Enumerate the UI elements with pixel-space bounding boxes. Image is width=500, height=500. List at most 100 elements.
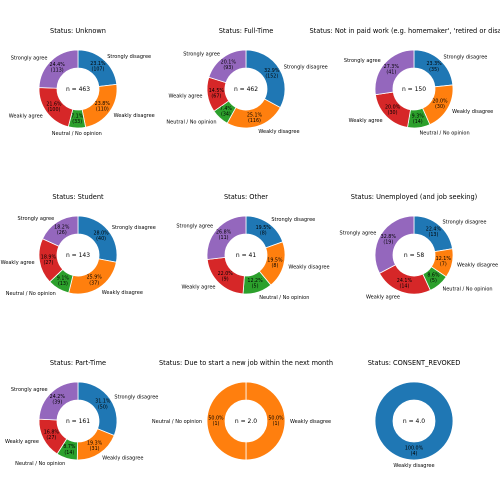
slice-value-label: 32.8% (19) <box>381 234 397 246</box>
donut-center-label: n = 150 <box>402 86 426 93</box>
slice-category-label: Weakly disagree <box>102 290 143 296</box>
slice-value-label: 22.0% (9) <box>218 271 234 283</box>
slice-value-label: 9.3% (14) <box>412 113 425 125</box>
slice-category-label: Strongly disagree <box>107 54 151 60</box>
slice-value-label: 23.8% (110) <box>95 101 111 113</box>
slice-category-label: Weakly agree <box>1 260 35 266</box>
panel-title: Status: Part-Time <box>50 359 106 367</box>
donut-slice-strongly-agree <box>374 215 415 274</box>
slice-category-label: Neutral / No opinion <box>6 291 56 297</box>
slice-value-label: 100.0% (4) <box>405 446 424 458</box>
slice-category-label: Strongly agree <box>340 230 377 236</box>
donut-center-label: n = 58 <box>404 252 424 259</box>
donut-panel-3: Status: Not in paid work (e.g. homemaker… <box>309 27 500 137</box>
panel-title: Status: Due to start a new job within th… <box>159 359 333 367</box>
slice-value-label: 16.8% (27) <box>44 429 60 441</box>
slice-category-label: Neutral / No opinion <box>442 287 492 293</box>
panel-title: Status: Unknown <box>50 27 106 35</box>
slice-value-label: 25.9% (37) <box>87 275 103 287</box>
slice-value-label: 19.5% (8) <box>267 257 283 269</box>
slice-category-label: Weakly agree <box>366 295 400 301</box>
slice-value-label: 27.3% (41) <box>384 64 400 76</box>
slice-category-label: Weakly disagree <box>288 265 329 271</box>
slice-category-label: Strongly disagree <box>284 64 328 70</box>
slice-value-label: 12.2% (5) <box>247 278 263 290</box>
panel-title: Status: Other <box>224 193 268 201</box>
donut-slice-strongly-agree <box>38 49 79 89</box>
slice-value-label: 18.2% (26) <box>54 224 70 236</box>
panel-title: Status: CONSENT_REVOKED <box>368 359 461 367</box>
donut-panel-2: Status: Full-Time 32.9% (152) Strongly disa… <box>166 27 327 135</box>
slice-value-label: 26.8% (11) <box>216 230 232 242</box>
slice-value-label: 32.9% (152) <box>264 68 280 80</box>
slice-value-label: 7.1% (33) <box>71 113 84 125</box>
panel-title: Status: Unemployed (and job seeking) <box>351 193 477 201</box>
slice-value-label: 24.1% (14) <box>397 278 413 290</box>
donut-panel-6: Status: Unemployed (and job seeking) 22.4… <box>340 193 499 301</box>
slice-category-label: Strongly disagree <box>114 394 158 400</box>
slice-value-label: 31.1% (50) <box>95 399 111 411</box>
slice-value-label: 14.5% (67) <box>209 88 225 100</box>
slice-category-label: Strongly disagree <box>112 225 156 231</box>
donut-slice-strongly-agree <box>38 381 79 421</box>
slice-value-label: 19.5% (8) <box>256 225 272 237</box>
slice-category-label: Weakly disagree <box>393 463 434 469</box>
slice-category-label: Weakly disagree <box>258 129 299 135</box>
slice-category-label: Strongly disagree <box>271 217 315 223</box>
slice-category-label: Neutral / No opinion <box>15 461 65 467</box>
slice-category-label: Weakly agree <box>182 285 216 291</box>
slice-category-label: Weakly disagree <box>114 113 155 119</box>
donut-panel-1: Status: Unknown 23.1% (107)Strongly disagr… <box>9 27 155 137</box>
donut-panel-7: Status: Part-Time 31.1% (50)Strongly disag… <box>5 359 158 467</box>
slice-value-label: 50.0% (1) <box>208 416 224 428</box>
donut-center-label: n = 463 <box>66 86 90 93</box>
slice-category-label: Strongly disagree <box>443 54 487 60</box>
donut-center-label: n = 4.0 <box>403 418 425 425</box>
slice-category-label: Neutral / No opinion <box>259 295 309 301</box>
panel-title: Status: Not in paid work (e.g. homemaker… <box>309 27 500 35</box>
slice-category-label: Weakly disagree <box>290 419 331 425</box>
slice-value-label: 23.3% (35) <box>426 61 442 73</box>
slice-category-label: Neutral / No opinion <box>420 131 470 137</box>
slice-category-label: Strongly agree <box>17 216 54 222</box>
slice-value-label: 25.1% (116) <box>247 112 263 124</box>
donut-slice-strongly-agree <box>41 215 79 247</box>
slice-value-label: 20.1% (93) <box>221 59 237 71</box>
slice-category-label: Weakly agree <box>5 439 39 445</box>
donut-slice-neutral-no-opinion <box>206 381 247 461</box>
panel-title: Status: Full-Time <box>219 27 274 35</box>
slice-value-label: 19.3% (31) <box>87 441 103 453</box>
donut-center-label: n = 161 <box>66 418 90 425</box>
panel-title: Status: Student <box>52 193 104 201</box>
donut-center-label: n = 41 <box>236 252 256 259</box>
slice-value-label: 28.0% (40) <box>93 230 109 242</box>
slice-value-label: 20.0% (30) <box>385 104 401 116</box>
donut-slice-strongly-agree <box>208 49 247 84</box>
slice-category-label: Weakly agree <box>169 94 203 100</box>
slice-category-label: Strongly disagree <box>442 219 486 225</box>
slice-value-label: 24.2% (39) <box>50 394 66 406</box>
slice-category-label: Strongly agree <box>176 224 213 230</box>
slice-category-label: Weakly agree <box>349 118 383 124</box>
slice-value-label: 8.7% (14) <box>63 444 76 456</box>
donut-center-label: n = 2.0 <box>235 418 257 425</box>
slice-value-label: 12.1% (7) <box>436 256 452 268</box>
slice-value-label: 22.4% (13) <box>426 227 442 239</box>
donut-panel-4: Status: Student 28.0% (40)Strongly disagre… <box>1 193 156 297</box>
slice-value-label: 18.9% (27) <box>41 254 57 266</box>
slice-value-label: 21.6% (100) <box>46 101 62 113</box>
slice-category-label: Strongly agree <box>183 52 220 58</box>
donut-panel-5: Status: Other 19.5% (8) Strongly disagree 19… <box>176 193 329 301</box>
slice-value-label: 20.0% (30) <box>432 99 448 111</box>
donut-slice-strongly-agree <box>374 49 415 96</box>
slice-value-label: 7.4% (34) <box>220 106 233 118</box>
slice-value-label: 9.1% (13) <box>57 275 70 287</box>
donut-slice-weakly-disagree <box>374 381 454 461</box>
donut-slice-strongly-agree <box>206 215 247 260</box>
slice-category-label: Strongly agree <box>11 55 48 61</box>
slice-category-label: Weakly disagree <box>102 456 143 462</box>
slice-value-label: 8.6% (5) <box>427 272 440 284</box>
slice-category-label: Neutral / No opinion <box>166 120 216 126</box>
slice-category-label: Weakly agree <box>9 113 43 119</box>
